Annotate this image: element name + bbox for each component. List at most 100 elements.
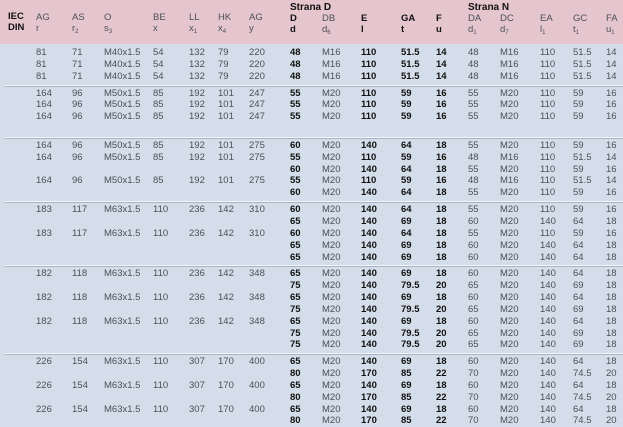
cell-f: 18 [436, 268, 447, 280]
cell-da: 55 [468, 87, 479, 99]
cell-f: 18 [436, 163, 447, 175]
cell-ag: 310 [249, 204, 265, 216]
cell-fa: 18 [606, 315, 617, 327]
cell-ag: 275 [249, 139, 265, 151]
cell-db: M20 [322, 379, 341, 391]
cell-da: 70 [468, 391, 479, 403]
cell-dc: M20 [500, 368, 519, 380]
column-header-9: DB d6 [322, 13, 335, 39]
group-label-strana-d: Strana D [290, 2, 332, 13]
cell-ll: 236 [189, 227, 205, 239]
cell-da: 55 [468, 227, 479, 239]
cell-e: 140 [361, 292, 377, 304]
cell-e: 110 [361, 99, 377, 111]
group-label-strana-n: Strana N [468, 2, 510, 13]
cell-da: 65 [468, 327, 479, 339]
cell-dc: M20 [500, 239, 519, 251]
cell-f: 20 [436, 303, 447, 315]
cell-gc: 51.5 [573, 47, 592, 58]
cell-gc: 64 [573, 268, 584, 280]
cell-dc: M16 [500, 58, 519, 70]
cell-ga: 69 [401, 315, 412, 327]
cell-o: M50x1.5 [104, 111, 141, 123]
cell-f: 18 [436, 315, 447, 327]
cell-gc: 64 [573, 292, 584, 304]
table-row: 81 71 M40x1.5 54 132 79 220 48 M16 110 51.5 14 48 M16… [0, 47, 623, 59]
cell-dc: M20 [500, 339, 519, 351]
column-header-top: AG [36, 12, 50, 23]
cell-e: 140 [361, 403, 377, 415]
cell-da: 65 [468, 280, 479, 292]
cell-ea: 140 [540, 292, 556, 304]
cell-ga: 69 [401, 292, 412, 304]
cell-o: M50x1.5 [104, 139, 141, 151]
cell-ga: 85 [401, 391, 412, 403]
cell-f: 14 [436, 47, 447, 58]
cell-dc: M20 [500, 403, 519, 415]
column-header-top: DC [500, 13, 514, 24]
cell-e: 140 [361, 215, 377, 227]
cell-ll: 132 [189, 58, 205, 70]
cell-hk: 79 [218, 47, 229, 58]
cell-db: M20 [322, 111, 341, 123]
column-header-top: AS [72, 12, 85, 23]
cell-ga: 69 [401, 356, 412, 368]
column-header-top: BE [153, 12, 166, 23]
cell-da: 60 [468, 215, 479, 227]
cell-ll: 307 [189, 403, 205, 415]
cell-da: 55 [468, 204, 479, 216]
table-row: 81 71 M40x1.5 54 132 79 220 48 M16 110 51.5 14 48 M16… [0, 71, 623, 83]
cell-gc: 59 [573, 227, 584, 239]
cell-be: 85 [153, 175, 164, 187]
column-header-bottom: d6 [322, 24, 331, 36]
cell-as: 96 [72, 175, 83, 187]
cell-dc: M20 [500, 292, 519, 304]
cell-be: 85 [153, 151, 164, 163]
table-body: 81 71 M40x1.5 54 132 79 220 48 M16 110 51.5 14 48 M16… [0, 47, 623, 427]
cell-gc: 74.5 [573, 368, 592, 380]
column-header-bottom: y [249, 23, 254, 34]
column-header-bottom: x [153, 23, 158, 34]
column-header-bottom: t [401, 24, 405, 35]
cell-be: 85 [153, 139, 164, 151]
table-row: 75 M20 140 79.5 20 65 M20 140 69 18 [0, 304, 623, 316]
cell-hk: 170 [218, 379, 234, 391]
cell-e: 140 [361, 327, 377, 339]
cell-as: 96 [72, 99, 83, 111]
cell-d: 65 [290, 356, 301, 368]
cell-da: 60 [468, 251, 479, 263]
cell-d: 80 [290, 391, 301, 403]
cell-ag: 183 [36, 204, 52, 216]
cell-e: 110 [361, 87, 377, 99]
table-row: 60 M20 140 64 18 55 M20 110 59 16 [0, 164, 623, 176]
table-row: 183 117 M63x1.5 110 236 142 310 60 M20 140 64 18 55 M… [0, 228, 623, 240]
column-header-bottom: l1 [540, 24, 546, 36]
cell-gc: 64 [573, 215, 584, 227]
cell-gc: 59 [573, 204, 584, 216]
cell-o: M40x1.5 [104, 47, 141, 58]
cell-hk: 142 [218, 204, 234, 216]
cell-fa: 18 [606, 215, 617, 227]
cell-f: 16 [436, 99, 447, 111]
cell-ag: 220 [249, 47, 265, 58]
cell-dc: M20 [500, 227, 519, 239]
cell-f: 16 [436, 111, 447, 123]
cell-d: 75 [290, 280, 301, 292]
cell-be: 110 [153, 379, 169, 391]
cell-ea: 140 [540, 239, 556, 251]
cell-d: 65 [290, 292, 301, 304]
cell-ea: 140 [540, 268, 556, 280]
column-header-7: AG y [249, 12, 263, 34]
group-divider [0, 83, 623, 88]
cell-fa: 18 [606, 239, 617, 251]
cell-d: 65 [290, 215, 301, 227]
cell-ll: 192 [189, 87, 205, 99]
cell-d: 60 [290, 139, 301, 151]
cell-dc: M20 [500, 163, 519, 175]
cell-d: 55 [290, 99, 301, 111]
cell-e: 140 [361, 303, 377, 315]
cell-o: M63x1.5 [104, 315, 141, 327]
cell-f: 18 [436, 292, 447, 304]
cell-ga: 64 [401, 204, 412, 216]
